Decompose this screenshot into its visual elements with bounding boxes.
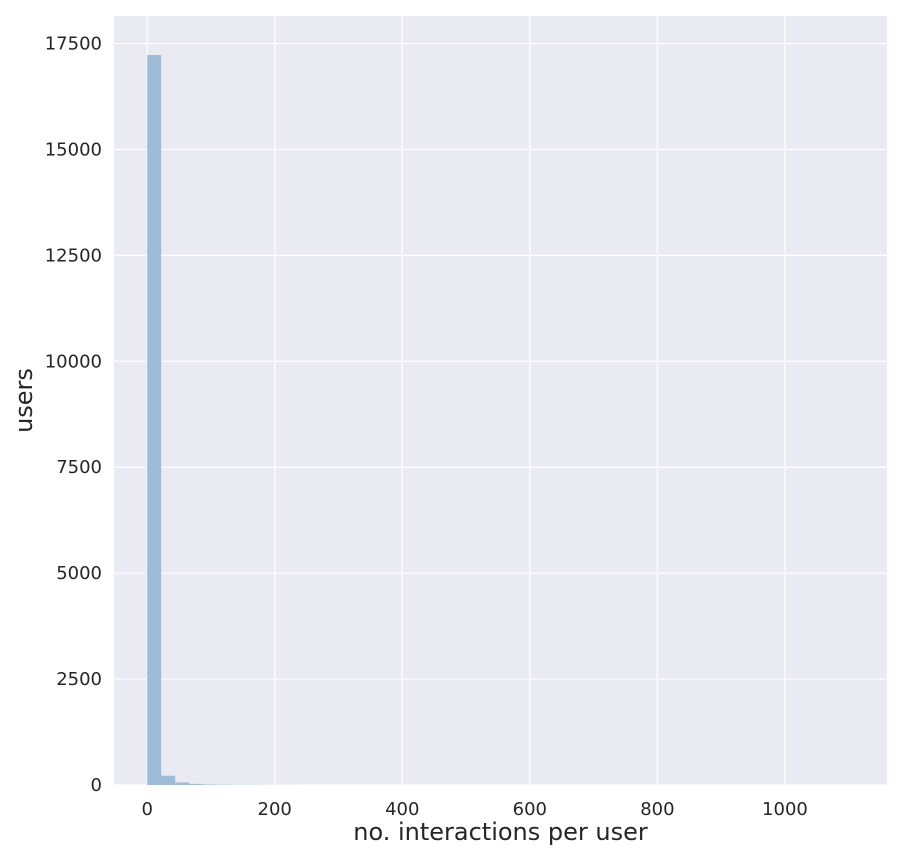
y-tick-label: 7500 — [56, 457, 102, 478]
histogram-bar — [147, 54, 162, 785]
y-axis-label: users — [10, 368, 38, 433]
x-tick-label: 1000 — [762, 799, 808, 820]
histogram-bar — [203, 784, 218, 785]
x-tick-label: 200 — [258, 799, 292, 820]
y-tick-label: 12500 — [45, 245, 102, 266]
y-axis-ticks: 0 2500 5000 7500 10000 12500 15000 17500 — [45, 34, 102, 796]
x-tick-label: 400 — [385, 799, 419, 820]
grid-lines — [114, 16, 887, 786]
x-tick-label: 600 — [513, 799, 547, 820]
y-tick-label: 10000 — [45, 351, 102, 372]
histogram-bars — [147, 54, 849, 785]
x-tick-label: 800 — [640, 799, 674, 820]
y-tick-label: 0 — [91, 775, 102, 796]
x-axis-label: no. interactions per user — [353, 818, 648, 846]
y-tick-label: 5000 — [56, 563, 102, 584]
y-tick-label: 2500 — [56, 669, 102, 690]
x-axis-ticks: 0 200 400 600 800 1000 — [141, 799, 807, 820]
y-tick-label: 17500 — [45, 34, 102, 55]
plot-area — [114, 16, 887, 785]
histogram-bar — [189, 783, 204, 785]
x-tick-label: 0 — [141, 799, 152, 820]
histogram-bar — [161, 775, 176, 785]
y-tick-label: 15000 — [45, 139, 102, 160]
histogram-bar — [175, 782, 190, 785]
